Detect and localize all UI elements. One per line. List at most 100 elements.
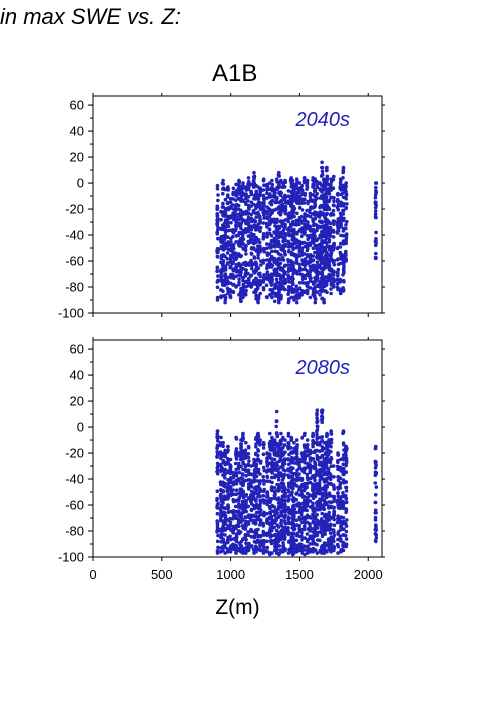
- data-point: [252, 535, 256, 540]
- data-point: [279, 296, 283, 301]
- data-point: [292, 477, 296, 482]
- data-point: [244, 440, 248, 445]
- data-point: [275, 219, 279, 224]
- data-point: [262, 533, 266, 537]
- data-point: [318, 293, 322, 297]
- data-point: [292, 227, 296, 232]
- data-point: [283, 438, 287, 442]
- data-point: [344, 485, 349, 490]
- data-point: [228, 523, 233, 528]
- y-tick-label: -100: [58, 550, 84, 565]
- data-point: [329, 527, 333, 532]
- data-point: [269, 541, 274, 546]
- data-point: [308, 525, 313, 529]
- data-point: [243, 463, 248, 468]
- x-axis-label: Z(m): [215, 596, 259, 619]
- data-point: [261, 529, 266, 534]
- data-point: [252, 255, 257, 259]
- scenario-title: A1B: [212, 60, 258, 87]
- data-point: [291, 486, 295, 491]
- data-point: [261, 539, 266, 543]
- data-point: [269, 245, 274, 249]
- data-point: [280, 230, 285, 234]
- data-point: [258, 541, 262, 546]
- data-point: [331, 235, 336, 239]
- data-point: [258, 461, 263, 465]
- data-point: [300, 467, 304, 471]
- data-point: [329, 431, 334, 436]
- data-point: [305, 208, 309, 213]
- data-point: [225, 275, 230, 280]
- data-point: [272, 438, 277, 442]
- y-tick-label: -40: [65, 472, 84, 487]
- data-point: [308, 295, 313, 300]
- data-point: [331, 247, 336, 252]
- data-point: [299, 490, 304, 495]
- data-point: [328, 472, 333, 477]
- data-point: [215, 214, 220, 219]
- data-point: [272, 525, 277, 530]
- data-point: [234, 474, 239, 478]
- data-point: [339, 200, 344, 205]
- data-point: [228, 200, 232, 205]
- data-point: [332, 523, 337, 527]
- data-point: [237, 178, 241, 183]
- data-point: [223, 254, 227, 259]
- data-point: [243, 515, 248, 520]
- data-point: [234, 215, 239, 220]
- data-point: [249, 285, 254, 289]
- data-point: [246, 533, 250, 537]
- data-point: [243, 247, 248, 252]
- data-point: [373, 500, 378, 505]
- data-point: [283, 548, 287, 553]
- data-point: [270, 475, 274, 480]
- data-point: [317, 256, 322, 260]
- data-point: [329, 455, 334, 460]
- data-point: [309, 254, 313, 259]
- data-point: [297, 201, 302, 206]
- data-point: [261, 452, 266, 457]
- data-point: [270, 263, 275, 268]
- data-point: [311, 185, 315, 189]
- data-point: [246, 504, 250, 509]
- data-point: [241, 266, 245, 271]
- data-point: [308, 264, 312, 268]
- data-point: [308, 463, 313, 467]
- data-point: [262, 501, 266, 505]
- data-point: [249, 228, 254, 232]
- data-point: [269, 233, 274, 238]
- data-point: [255, 434, 260, 439]
- data-point: [344, 259, 349, 263]
- data-point: [215, 265, 220, 270]
- data-point: [215, 250, 219, 254]
- data-point: [305, 288, 310, 292]
- data-point: [282, 461, 287, 466]
- data-point: [342, 264, 346, 268]
- data-point: [215, 511, 220, 516]
- data-point: [273, 244, 277, 249]
- data-point: [258, 218, 262, 223]
- data-point: [305, 438, 310, 442]
- data-point: [329, 441, 334, 445]
- data-point: [287, 290, 291, 295]
- y-tick-label: -60: [65, 254, 84, 269]
- data-point: [286, 517, 291, 521]
- data-point: [249, 240, 253, 244]
- data-point: [215, 186, 220, 191]
- data-point: [329, 481, 333, 486]
- data-point: [373, 212, 378, 216]
- data-point: [233, 251, 238, 255]
- data-point: [258, 472, 262, 476]
- data-point: [253, 219, 258, 224]
- data-point: [319, 174, 324, 178]
- data-point: [306, 284, 310, 289]
- data-point: [281, 258, 286, 262]
- data-point: [374, 256, 378, 261]
- data-point: [215, 246, 220, 251]
- data-point: [249, 493, 253, 497]
- data-point: [286, 431, 291, 436]
- data-point: [272, 217, 276, 222]
- y-tick-label: -20: [65, 202, 84, 217]
- data-point: [274, 431, 279, 436]
